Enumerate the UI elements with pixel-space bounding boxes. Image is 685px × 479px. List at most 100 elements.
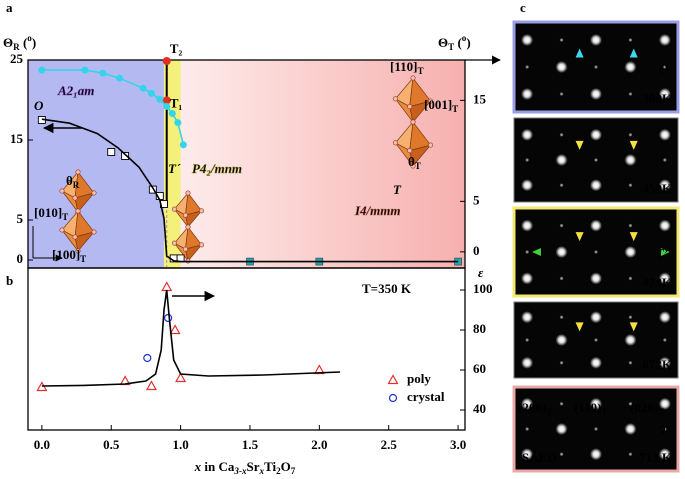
octahedron-atom [410, 163, 416, 169]
octahedron-atom [91, 229, 97, 235]
phase-label: P4₂/mnm [192, 161, 242, 176]
crystal-label-part: T [452, 104, 458, 114]
data-point [81, 66, 89, 74]
data-point [143, 353, 152, 363]
octahedron-atom [410, 75, 416, 81]
y2-axis-label: ε [478, 265, 484, 280]
x-axis-label-part: x [194, 459, 202, 474]
diffraction-spot [658, 356, 671, 369]
diffraction-spot [521, 448, 534, 461]
phase-letter: T’ [656, 246, 668, 261]
octahedron-face [185, 210, 203, 228]
diffraction-spot [590, 219, 602, 232]
crystal-label: [001]T [424, 97, 458, 114]
diffraction-spot [559, 315, 564, 320]
panel-label: c [520, 0, 526, 15]
series-line [41, 289, 341, 387]
spot-pointer [575, 322, 584, 332]
phase-letter: T [660, 422, 669, 437]
diffraction-spot [525, 65, 530, 69]
miller-index-part: (110) [574, 400, 601, 415]
y-tick-label: 25 [10, 51, 24, 66]
diffraction-spot [525, 158, 530, 162]
phase-region [163, 60, 181, 268]
diffraction-spot [662, 338, 667, 342]
miller-index-part: (020) [630, 400, 658, 415]
diffraction-spot [559, 223, 564, 228]
spot-pointer [575, 48, 584, 58]
diffraction-spot [590, 88, 602, 100]
diffraction-spot [628, 132, 633, 137]
phase-label: I4/mmm [354, 203, 401, 218]
data-point [164, 313, 173, 323]
octahedron-atom [185, 190, 191, 196]
crystal-label-part: θ [66, 173, 73, 188]
miller-index-part: T [658, 407, 664, 417]
diffraction-spot [559, 92, 564, 96]
data-point [169, 324, 181, 335]
transition-point [162, 96, 171, 105]
data-point [121, 152, 130, 160]
y2-axis-label-part: o [462, 33, 467, 43]
diffraction-spot [555, 154, 568, 166]
spot-pointer [660, 248, 670, 256]
miller-index-part: T [546, 407, 552, 417]
octahedron-atom [182, 212, 188, 218]
octahedron-atom [428, 142, 434, 148]
diffraction-spot [662, 427, 667, 431]
octahedron-atom [59, 227, 65, 233]
diffraction-spot [662, 65, 667, 69]
x-axis-label-part: 3-x [233, 466, 247, 476]
octahedron-atom [182, 246, 188, 252]
miller-index: (200)T [518, 400, 552, 417]
diffraction-spot [555, 423, 568, 435]
diffraction-spot [590, 34, 602, 46]
temperature-label: 450K [642, 181, 673, 196]
data-point [147, 89, 155, 97]
diffraction-spot [559, 360, 564, 365]
octahedron-atom [392, 140, 398, 146]
x-axis-label-part: 7 [291, 466, 296, 476]
diffraction-spot [628, 223, 633, 228]
diffraction-spot [555, 246, 568, 258]
diffraction-spot [658, 179, 671, 192]
lattice-axes [32, 226, 62, 258]
phase-label: O [34, 98, 44, 113]
miller-index-part: T [601, 407, 607, 417]
y2-tick-label: 80 [473, 321, 486, 336]
data-point [168, 110, 176, 118]
phase-label: T´ [168, 161, 181, 176]
octahedron-atom [392, 96, 398, 102]
series-line [41, 118, 459, 263]
octahedron-atom [72, 234, 78, 240]
octahedron-face [409, 144, 432, 167]
diffraction-spot [559, 132, 564, 137]
octahedron-face [409, 100, 432, 123]
y2-tick-label: 5 [473, 192, 480, 207]
crystal-label-part: R [73, 180, 80, 190]
diffraction-spot [658, 397, 671, 410]
diffraction-spot [525, 250, 530, 254]
transition-label: T₁ [170, 95, 183, 110]
octahedron-face [74, 231, 95, 252]
y2-axis-label: ΘT (o) [438, 33, 471, 52]
miller-index: (110)T [574, 400, 608, 417]
crystal-label-part: T [62, 212, 68, 222]
x-tick-label: 0.0 [34, 437, 50, 452]
crystal-label-part: T [417, 66, 423, 76]
y2-tick-label: 0 [473, 243, 480, 258]
y-axis-label-part: Θ [3, 35, 13, 50]
octahedron-atom [199, 242, 205, 248]
spot-pointer [629, 48, 638, 58]
data-point [99, 69, 107, 77]
phase-letter: O [659, 61, 669, 76]
legend-marker [388, 393, 398, 403]
diffraction-spot [525, 338, 530, 342]
diffraction-spot [590, 397, 602, 410]
data-point [156, 95, 164, 103]
diffraction-spot [521, 34, 534, 46]
miller-index-part: (200) [518, 400, 546, 415]
x-axis-label-part: 2 [276, 466, 281, 476]
temperature-label: 673K [642, 357, 673, 372]
miller-index: (020)T [630, 400, 664, 417]
